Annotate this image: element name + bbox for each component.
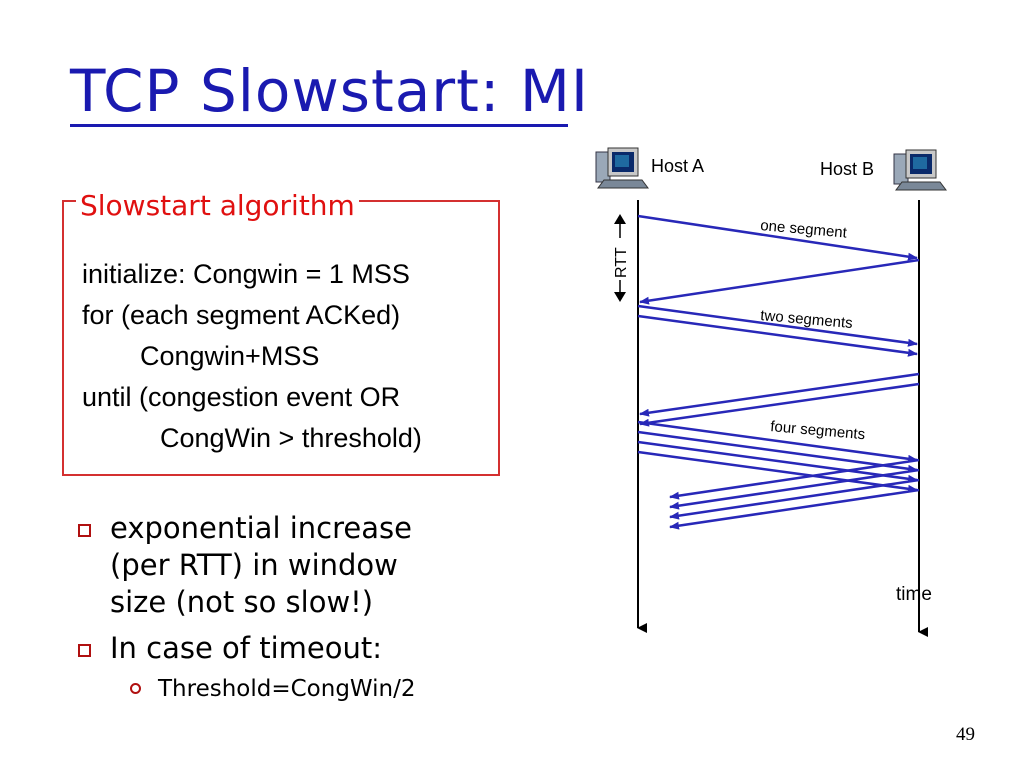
four-segments-label: four segments: [770, 418, 866, 443]
segment-arrow: [637, 440, 918, 483]
algorithm-line-initialize: initialize: Congwin = 1 MSS: [82, 259, 410, 289]
host-a-computer-icon: [595, 147, 649, 189]
algorithm-line-threshold: CongWin > threshold): [160, 423, 422, 453]
ack-arrow: [669, 488, 920, 530]
segment-arrow: [637, 314, 918, 357]
rtt-indicator: RTT: [613, 214, 630, 302]
slide-title: TCP Slowstart: MI: [70, 57, 590, 125]
ack-arrow: [639, 258, 920, 305]
title-underline: [70, 124, 568, 127]
bullet-box-icon: [78, 644, 91, 657]
ack-arrow: [669, 478, 920, 520]
algorithm-line-until: until (congestion event OR: [82, 382, 401, 412]
bullet-box-icon: [78, 524, 91, 537]
algorithm-line-for: for (each segment ACKed): [82, 300, 401, 330]
host-a-label: Host A: [651, 156, 704, 176]
host-b-label: Host B: [820, 159, 874, 179]
rtt-label: RTT: [613, 247, 630, 278]
bullet-line: (per RTT) in window: [110, 548, 398, 582]
sub-bullet-line: Threshold=CongWin/2: [158, 676, 416, 702]
ack-arrow: [669, 468, 920, 510]
bullet-line: In case of timeout:: [110, 631, 382, 665]
segment-arrow: [637, 214, 918, 261]
ack-arrow: [639, 372, 920, 417]
segment-arrow: [637, 304, 918, 347]
algorithm-legend: Slowstart algorithm: [76, 186, 359, 226]
segment-arrow: [637, 450, 918, 493]
sub-bullet-circle-icon: [130, 683, 141, 694]
ack-arrow: [669, 458, 920, 500]
ack-arrow: [639, 382, 920, 427]
segment-arrow: [637, 420, 918, 463]
one-segment-label: one segment: [760, 217, 849, 242]
host-b-computer-icon: [893, 149, 947, 191]
bullet-line: size (not so slow!): [110, 585, 374, 619]
time-label: time: [896, 584, 932, 605]
algorithm-line-increment: Congwin+MSS: [140, 341, 320, 371]
page-number: 49: [956, 724, 975, 745]
bullet-line: exponential increase: [110, 511, 412, 545]
segment-arrow: [637, 430, 918, 473]
